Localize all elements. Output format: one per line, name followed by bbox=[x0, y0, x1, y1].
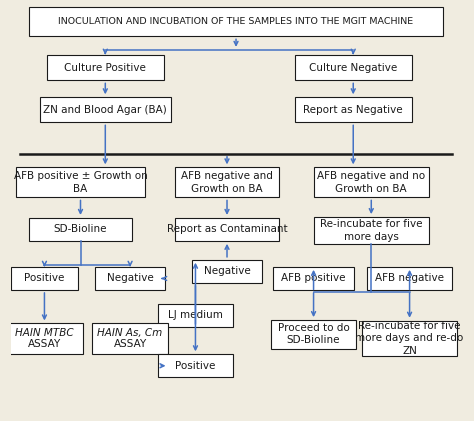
FancyBboxPatch shape bbox=[362, 321, 457, 356]
Text: Proceed to do
SD-Bioline: Proceed to do SD-Bioline bbox=[278, 323, 349, 346]
FancyBboxPatch shape bbox=[10, 267, 78, 290]
FancyBboxPatch shape bbox=[175, 218, 279, 241]
Text: AFB positive: AFB positive bbox=[281, 274, 346, 283]
Text: ASSAY: ASSAY bbox=[28, 338, 61, 349]
FancyBboxPatch shape bbox=[6, 323, 83, 354]
FancyBboxPatch shape bbox=[28, 218, 132, 241]
Text: Culture Positive: Culture Positive bbox=[64, 63, 146, 73]
Text: Positive: Positive bbox=[175, 361, 216, 371]
FancyBboxPatch shape bbox=[367, 267, 452, 290]
Text: HAIN MTBC: HAIN MTBC bbox=[15, 328, 74, 338]
Text: LJ medium: LJ medium bbox=[168, 310, 223, 320]
Text: Culture Negative: Culture Negative bbox=[309, 63, 397, 73]
Text: Re-incubate for five
more days and re-do
ZN: Re-incubate for five more days and re-do… bbox=[356, 321, 464, 356]
Text: Negative: Negative bbox=[204, 266, 250, 276]
FancyBboxPatch shape bbox=[40, 97, 171, 123]
Text: SD-Bioline: SD-Bioline bbox=[54, 224, 107, 234]
FancyBboxPatch shape bbox=[158, 304, 233, 327]
FancyBboxPatch shape bbox=[95, 267, 165, 290]
FancyBboxPatch shape bbox=[192, 260, 262, 283]
FancyBboxPatch shape bbox=[295, 55, 412, 80]
FancyBboxPatch shape bbox=[314, 217, 429, 244]
Text: ASSAY: ASSAY bbox=[113, 338, 147, 349]
FancyBboxPatch shape bbox=[16, 167, 145, 197]
Text: HAIN As, Cm: HAIN As, Cm bbox=[98, 328, 163, 338]
FancyBboxPatch shape bbox=[158, 354, 233, 377]
Text: INOCULATION AND INCUBATION OF THE SAMPLES INTO THE MGIT MACHINE: INOCULATION AND INCUBATION OF THE SAMPLE… bbox=[58, 17, 414, 26]
Text: Report as Contaminant: Report as Contaminant bbox=[167, 224, 287, 234]
FancyBboxPatch shape bbox=[295, 97, 412, 123]
FancyBboxPatch shape bbox=[314, 167, 429, 197]
Text: Report as Negative: Report as Negative bbox=[303, 105, 403, 115]
FancyBboxPatch shape bbox=[92, 323, 168, 354]
Text: AFB negative: AFB negative bbox=[375, 274, 444, 283]
Text: Negative: Negative bbox=[107, 274, 154, 283]
Text: ZN and Blood Agar (BA): ZN and Blood Agar (BA) bbox=[44, 105, 167, 115]
Text: AFB negative and no
Growth on BA: AFB negative and no Growth on BA bbox=[317, 171, 425, 194]
FancyBboxPatch shape bbox=[28, 8, 443, 36]
Text: AFB positive ± Growth on
BA: AFB positive ± Growth on BA bbox=[14, 171, 147, 194]
Text: Positive: Positive bbox=[24, 274, 64, 283]
Text: Re-incubate for five
more days: Re-incubate for five more days bbox=[320, 219, 422, 242]
FancyBboxPatch shape bbox=[273, 267, 354, 290]
FancyBboxPatch shape bbox=[271, 320, 356, 349]
FancyBboxPatch shape bbox=[175, 167, 279, 197]
FancyBboxPatch shape bbox=[47, 55, 164, 80]
Text: AFB negative and
Growth on BA: AFB negative and Growth on BA bbox=[181, 171, 273, 194]
